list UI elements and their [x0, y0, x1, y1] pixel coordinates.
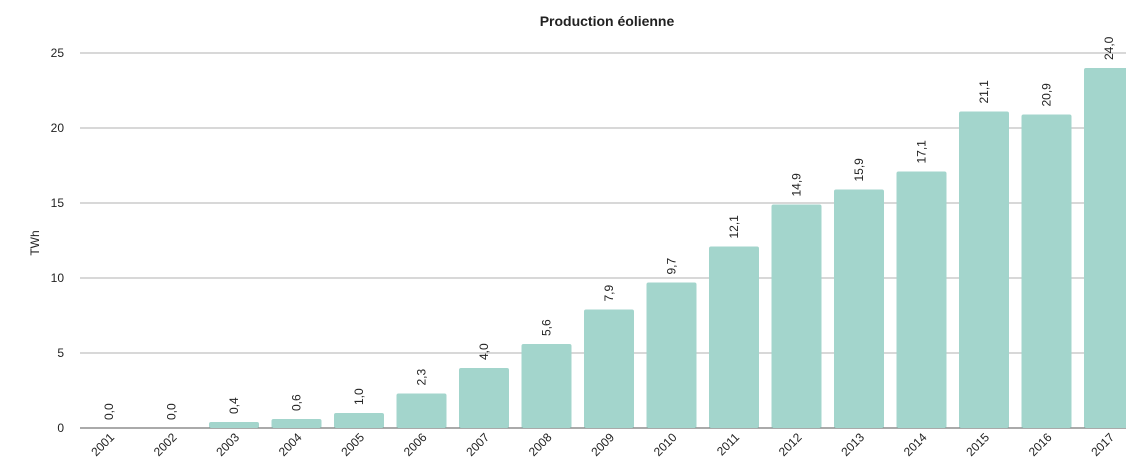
y-axis-label: TWh	[28, 230, 42, 255]
x-tick-label: 2012	[776, 430, 805, 459]
y-tick-label: 15	[51, 196, 65, 210]
chart-title: Production éolienne	[540, 13, 675, 29]
data-label: 17,1	[915, 140, 929, 164]
data-label: 14,9	[790, 173, 804, 197]
data-label: 0,4	[227, 397, 241, 414]
data-label: 5,6	[540, 319, 554, 336]
data-label: 2,3	[415, 368, 429, 385]
x-tick-label: 2008	[526, 430, 555, 459]
data-label: 4,0	[477, 343, 491, 360]
data-label: 1,0	[352, 388, 366, 405]
x-axis-ticks: 2001 2002 2003 2004 2005 2006 2007 2008 2009 2010…	[88, 430, 1117, 459]
data-label: 0,6	[290, 394, 304, 411]
data-label: 12,1	[727, 215, 741, 239]
bar	[709, 246, 759, 428]
x-tick-label: 2002	[151, 430, 180, 459]
bar	[834, 189, 884, 428]
data-label: 21,1	[977, 80, 991, 104]
y-tick-label: 0	[57, 421, 64, 435]
data-label: 20,9	[1040, 83, 1054, 107]
bar	[209, 422, 259, 428]
bars	[209, 68, 1126, 428]
data-label: 7,9	[602, 284, 616, 301]
bar	[584, 309, 634, 428]
x-tick-label: 2016	[1026, 430, 1055, 459]
bar	[771, 204, 822, 428]
x-tick-label: 2013	[838, 430, 867, 459]
bar	[459, 368, 509, 428]
y-tick-label: 5	[57, 346, 64, 360]
x-tick-label: 2010	[651, 430, 680, 459]
x-tick-label: 2011	[714, 430, 742, 458]
gridlines	[80, 52, 1126, 429]
bar	[646, 282, 697, 428]
x-tick-label: 2007	[463, 430, 492, 459]
y-tick-label: 25	[51, 46, 65, 60]
x-tick-label: 2001	[88, 430, 117, 459]
x-tick-label: 2004	[276, 430, 305, 459]
x-tick-label: 2005	[338, 430, 367, 459]
x-tick-label: 2014	[901, 430, 930, 459]
x-tick-label: 2003	[213, 430, 242, 459]
data-label: 0,0	[102, 403, 116, 420]
bar	[1084, 68, 1126, 428]
data-label: 24,0	[1102, 36, 1116, 60]
bar	[334, 413, 384, 428]
bar	[1021, 114, 1072, 428]
bar	[959, 111, 1009, 428]
x-tick-label: 2015	[963, 430, 992, 459]
data-label: 9,7	[665, 257, 679, 274]
x-tick-label: 2017	[1088, 430, 1117, 459]
data-label: 0,0	[165, 403, 179, 420]
y-tick-label: 10	[51, 271, 65, 285]
data-label: 15,9	[852, 158, 866, 182]
bar	[271, 419, 322, 428]
data-labels: 0,0 0,0 0,4 0,6 1,0 2,3 4,0 5,6 7,9 9,7 12,1 14,9 15…	[102, 36, 1116, 420]
bar	[521, 344, 572, 428]
x-tick-label: 2009	[588, 430, 617, 459]
x-tick-label: 2006	[401, 430, 430, 459]
y-tick-label: 20	[51, 121, 65, 135]
bar	[896, 171, 947, 428]
y-axis-ticks: 0 5 10 15 20 25	[51, 46, 65, 435]
bar	[396, 393, 447, 428]
